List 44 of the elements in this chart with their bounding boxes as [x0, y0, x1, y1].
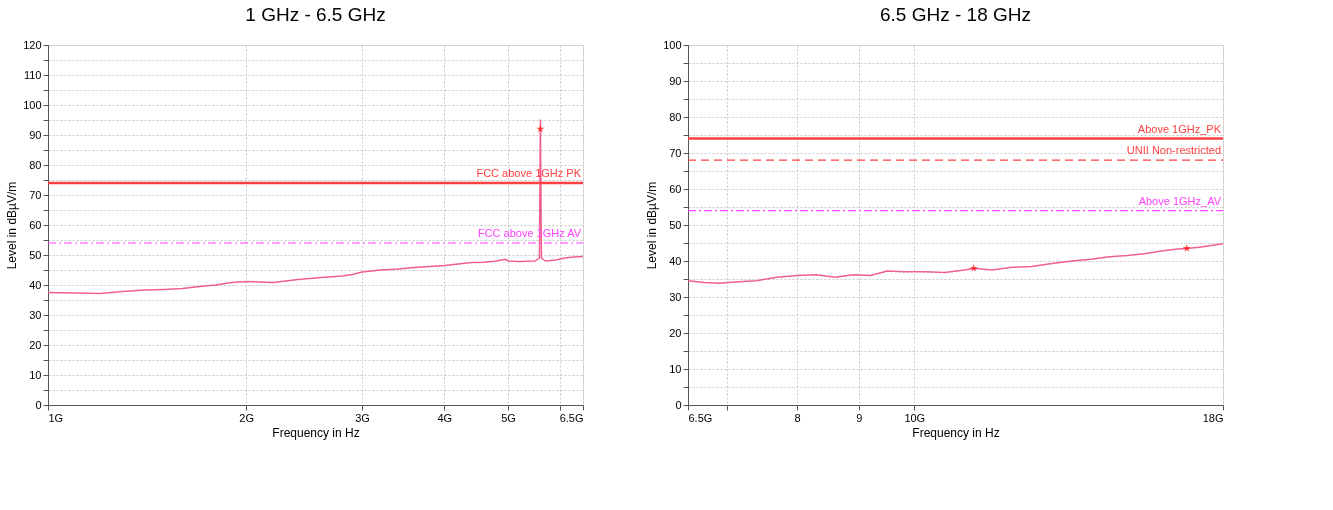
x-axis-title: Frequency in Hz — [272, 425, 360, 440]
y-tick-label: 50 — [29, 248, 42, 261]
y-tick-label: 30 — [29, 308, 42, 321]
y-tick-label: 10 — [669, 362, 682, 375]
y-tick-label: 10 — [29, 368, 42, 381]
y-tick-label: 50 — [669, 218, 682, 231]
y-tick-label: 80 — [29, 158, 42, 171]
y-tick-label: 80 — [669, 110, 682, 123]
chart-title: 6.5 GHz - 18 GHz — [880, 4, 1031, 25]
y-tick-label: 30 — [669, 290, 682, 303]
y-tick-label: 120 — [23, 38, 42, 51]
y-tick-label: 40 — [29, 278, 42, 291]
x-tick-label: 3G — [355, 411, 370, 424]
y-tick-label: 0 — [35, 398, 42, 411]
y-tick-label: 100 — [23, 98, 42, 111]
ref-line-label: Above 1GHz_PK — [1137, 122, 1222, 135]
y-tick-label: 0 — [675, 398, 682, 411]
chart-title: 1 GHz - 6.5 GHz — [245, 4, 386, 25]
y-tick-label: 60 — [669, 182, 682, 195]
x-tick-label: 6.5G — [559, 411, 584, 424]
x-tick-label: 18G — [1202, 411, 1224, 424]
x-tick-label: 1G — [48, 411, 64, 424]
x-tick-label: 5G — [501, 411, 516, 424]
ref-line-label: Above 1GHz_AV — [1138, 194, 1222, 207]
x-axis-title: Frequency in Hz — [912, 425, 1000, 440]
x-tick-label: 4G — [437, 411, 453, 424]
x-tick-label: 2G — [239, 411, 254, 424]
x-tick-label: 8 — [794, 411, 801, 424]
y-axis-title: Level in dBµV/m — [645, 181, 660, 270]
y-tick-label: 70 — [29, 188, 42, 201]
y-tick-label: 110 — [23, 68, 42, 81]
y-tick-label: 70 — [669, 146, 682, 159]
y-axis-title: Level in dBµV/m — [5, 181, 20, 270]
y-tick-label: 20 — [669, 326, 682, 339]
y-tick-label: 40 — [669, 254, 682, 267]
x-tick-label: 9 — [856, 411, 863, 424]
y-tick-label: 90 — [29, 128, 42, 141]
x-tick-label: 6.5G — [688, 411, 713, 424]
y-tick-label: 20 — [29, 338, 42, 351]
x-tick-label: 10G — [904, 411, 926, 424]
y-tick-label: 60 — [29, 218, 42, 231]
y-tick-label: 90 — [669, 74, 682, 87]
ref-line-label: UNII Non-restricted — [1126, 144, 1221, 157]
y-tick-label: 100 — [663, 38, 682, 51]
